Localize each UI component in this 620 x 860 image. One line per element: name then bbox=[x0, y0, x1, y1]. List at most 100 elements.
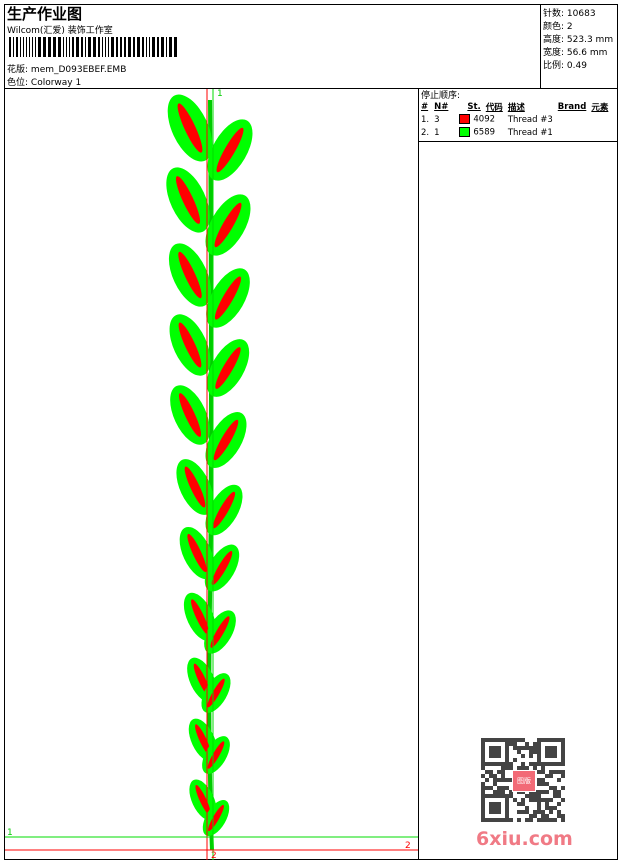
page-title: 生产作业图 bbox=[7, 5, 83, 23]
qr-module bbox=[537, 806, 541, 810]
qr-module bbox=[521, 802, 525, 806]
qr-module bbox=[501, 818, 505, 822]
divider bbox=[418, 141, 618, 142]
qr-module bbox=[481, 814, 485, 818]
barcode-bar bbox=[32, 37, 33, 57]
qr-module bbox=[545, 798, 549, 802]
qr-module bbox=[521, 790, 525, 794]
leaf-inner bbox=[178, 393, 202, 437]
qr-module bbox=[489, 810, 493, 814]
qr-module bbox=[541, 790, 545, 794]
qr-module bbox=[545, 738, 549, 742]
qr-module bbox=[533, 794, 537, 798]
barcode-bar bbox=[98, 37, 100, 57]
qr-module bbox=[561, 814, 565, 818]
colorway-label: 色位: bbox=[7, 78, 29, 88]
barcode-bar bbox=[133, 37, 135, 57]
qr-module bbox=[561, 798, 565, 802]
qr-module bbox=[533, 766, 537, 770]
qr-module bbox=[561, 746, 565, 750]
qr-module bbox=[481, 766, 485, 770]
barcode-bar bbox=[142, 37, 144, 57]
qr-module bbox=[509, 794, 513, 798]
qr-module bbox=[481, 786, 485, 790]
qr-module bbox=[537, 746, 541, 750]
leaf-inner bbox=[211, 551, 233, 585]
qr-module bbox=[501, 778, 505, 782]
qr-module bbox=[505, 818, 509, 822]
qr-module bbox=[501, 770, 505, 774]
info-label: 颜色: bbox=[543, 22, 565, 32]
barcode-bar bbox=[81, 37, 83, 57]
stop-sequence-title: 停止顺序: bbox=[421, 91, 461, 101]
col-index: # bbox=[421, 102, 429, 112]
barcode-bar bbox=[53, 37, 56, 57]
qr-module bbox=[489, 762, 493, 766]
qr-module bbox=[561, 774, 565, 778]
qr-module bbox=[529, 754, 533, 758]
qr-module bbox=[557, 778, 561, 782]
qr-module bbox=[541, 818, 545, 822]
qr-module bbox=[553, 794, 557, 798]
qr-module bbox=[529, 818, 533, 822]
qr-module bbox=[545, 774, 549, 778]
leaf-inner bbox=[187, 533, 207, 573]
qr-module bbox=[553, 754, 557, 758]
qr-module bbox=[517, 746, 521, 750]
barcode-bar bbox=[26, 37, 27, 57]
qr-module bbox=[517, 750, 521, 754]
marker-green-left: 1 bbox=[7, 828, 13, 838]
leaf-inner bbox=[207, 741, 225, 769]
qr-module bbox=[549, 810, 553, 814]
qr-module bbox=[497, 790, 501, 794]
info-scale: 比例: 0.49 bbox=[543, 58, 587, 71]
qr-module bbox=[553, 738, 557, 742]
qr-module bbox=[509, 766, 513, 770]
qr-module bbox=[549, 754, 553, 758]
leaf-inner bbox=[215, 347, 241, 389]
qr-module bbox=[493, 802, 497, 806]
leaf-inner bbox=[213, 419, 239, 461]
qr-module bbox=[557, 794, 561, 798]
qr-module bbox=[557, 814, 561, 818]
qr-module bbox=[505, 754, 509, 758]
qr-module bbox=[557, 810, 561, 814]
qr-module bbox=[485, 778, 489, 782]
info-value: 0.49 bbox=[566, 61, 587, 71]
qr-module bbox=[557, 790, 561, 794]
qr-module bbox=[481, 750, 485, 754]
leaf-inner bbox=[208, 804, 224, 832]
qr-module bbox=[517, 810, 521, 814]
qr-module bbox=[505, 810, 509, 814]
qr-module bbox=[493, 750, 497, 754]
row-n: 1 bbox=[434, 127, 440, 138]
qr-module bbox=[489, 770, 493, 774]
qr-module bbox=[541, 814, 545, 818]
col-desc: 描述 bbox=[507, 103, 525, 113]
qr-module bbox=[537, 750, 541, 754]
qr-module bbox=[481, 794, 485, 798]
qr-module bbox=[521, 766, 525, 770]
qr-module bbox=[533, 750, 537, 754]
qr-module bbox=[545, 750, 549, 754]
leaf-inner bbox=[191, 599, 209, 635]
barcode-bar bbox=[102, 37, 103, 57]
qr-module bbox=[561, 758, 565, 762]
qr-module bbox=[481, 758, 485, 762]
qr-module bbox=[501, 766, 505, 770]
barcode-bar bbox=[161, 37, 164, 57]
col-brand: Brand bbox=[557, 102, 587, 112]
leaf-inner bbox=[207, 678, 225, 708]
table-row[interactable]: 1. 3 4092 Thread #3 bbox=[419, 113, 611, 126]
qr-module bbox=[553, 750, 557, 754]
qr-module bbox=[557, 762, 561, 766]
table-row[interactable]: 2. 1 6589 Thread #1 bbox=[419, 126, 611, 139]
barcode-bar bbox=[23, 37, 24, 57]
qr-module bbox=[493, 738, 497, 742]
qr-module bbox=[549, 818, 553, 822]
info-value: 523.3 mm bbox=[566, 35, 614, 45]
qr-module bbox=[557, 802, 561, 806]
barcode-bar bbox=[146, 37, 147, 57]
qr-module bbox=[497, 806, 501, 810]
qr-module bbox=[489, 802, 493, 806]
